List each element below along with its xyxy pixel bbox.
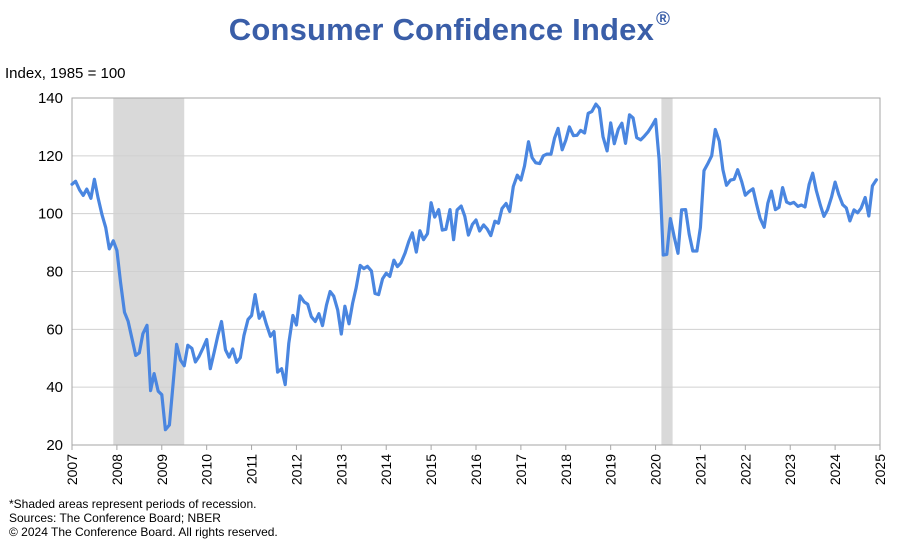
series-layer: [70, 102, 878, 432]
y-tick-labels: 20 40 60 80 100 120 140: [38, 90, 63, 454]
x-tick-labels: 2007 2008 2009 2010 2011 2012 2013 2014 2015 2016…: [64, 454, 888, 485]
x-tick-label-2023: 2023: [782, 454, 798, 485]
y-axis-label: Index, 1985 = 100: [5, 65, 126, 82]
chart-title-text: Consumer Confidence Index: [228, 12, 655, 47]
x-tick-label-2017: 2017: [513, 454, 529, 485]
copyright-note: © 2024 The Conference Board. All rights …: [9, 525, 278, 539]
x-tick-label-2013: 2013: [333, 454, 349, 485]
y-tick-label-140: 140: [38, 90, 63, 107]
y-tick-label-60: 60: [46, 321, 63, 338]
footnotes: *Shaded areas represent periods of reces…: [9, 497, 278, 539]
y-tick-label-80: 80: [46, 264, 63, 281]
x-tick-label-2012: 2012: [288, 454, 304, 485]
x-tick-label-2008: 2008: [109, 454, 125, 485]
x-tick-label-2019: 2019: [603, 454, 619, 485]
x-tick-label-2016: 2016: [468, 454, 484, 485]
registered-mark: ®: [656, 9, 671, 30]
y-tick-label-120: 120: [38, 148, 63, 165]
y-tick-label-20: 20: [46, 437, 63, 454]
series-line-1: [70, 102, 878, 432]
x-tick-label-2007: 2007: [64, 454, 80, 485]
x-tick-label-2014: 2014: [378, 454, 394, 485]
sources-note: Sources: The Conference Board; NBER: [9, 511, 221, 525]
recession-note: *Shaded areas represent periods of reces…: [9, 497, 257, 511]
x-tick-label-2025: 2025: [872, 454, 888, 485]
x-tick-label-2022: 2022: [737, 454, 753, 485]
x-tick-label-2024: 2024: [827, 454, 843, 485]
x-tick-label-2018: 2018: [558, 454, 574, 485]
gridlines: [72, 155, 880, 388]
x-tick-label-2009: 2009: [154, 454, 170, 485]
x-tick-label-2021: 2021: [692, 454, 708, 485]
plot-frame: [71, 97, 881, 450]
chart-title: Consumer Confidence Index ®: [0, 9, 899, 48]
x-tick-label-2010: 2010: [199, 454, 215, 485]
x-tick-label-2020: 2020: [648, 454, 664, 485]
y-tick-label-40: 40: [46, 379, 63, 396]
x-tick-label-2011: 2011: [244, 454, 260, 484]
y-tick-label-100: 100: [38, 206, 63, 223]
x-tick-label-2015: 2015: [423, 454, 439, 485]
